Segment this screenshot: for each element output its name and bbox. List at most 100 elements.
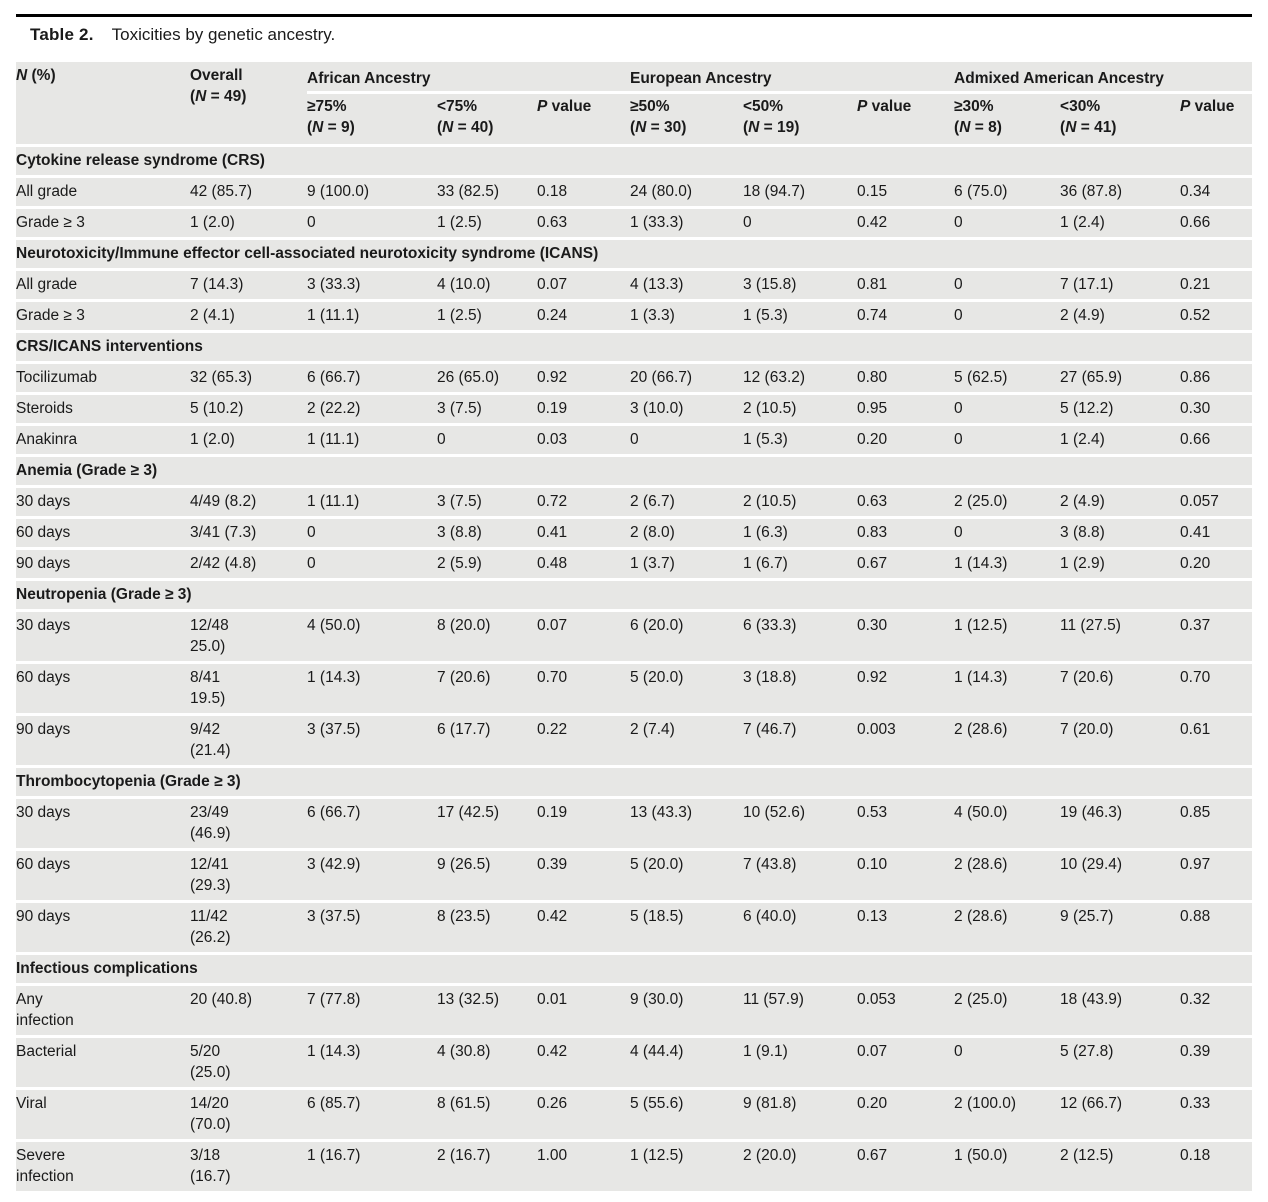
value-cell: 1 (14.3): [954, 550, 1061, 578]
row-label: Bacterial: [16, 1038, 190, 1087]
p-value-cell: 0.53: [857, 799, 955, 848]
subcolumn-header: <30% (N = 41): [1060, 94, 1181, 144]
table-body: Cytokine release syndrome (CRS) All grade…: [16, 147, 1253, 1191]
value-cell: 12 (66.7): [1060, 1090, 1181, 1139]
value-cell: 2 (16.7): [437, 1142, 537, 1191]
row-label: Steroids: [16, 395, 190, 423]
value-cell: 26 (65.0): [437, 364, 537, 392]
group-header-african-ancestry: African Ancestry: [307, 62, 630, 91]
section-header: Infectious complications: [16, 955, 1253, 983]
value-cell: 14/20 (70.0): [190, 1090, 307, 1139]
value-cell: 0: [954, 519, 1061, 547]
subcolumn-header: ≥75% (N = 9): [307, 94, 437, 144]
row-label: All grade: [16, 178, 190, 206]
value-cell: 1 (11.1): [307, 488, 437, 516]
p-value-cell: 0.03: [537, 426, 630, 454]
value-cell: 1 (12.5): [630, 1142, 743, 1191]
value-cell: 2 (4.1): [190, 302, 307, 330]
value-cell: 6 (17.7): [437, 716, 537, 765]
value-cell: 11/42 (26.2): [190, 903, 307, 952]
row-label: Grade ≥ 3: [16, 302, 190, 330]
value-cell: 10 (29.4): [1060, 851, 1181, 900]
value-cell: 1 (14.3): [307, 664, 437, 713]
value-cell: 1 (6.3): [743, 519, 857, 547]
p-value-cell: 0.42: [537, 1038, 630, 1087]
p-value-cell: 0.67: [857, 550, 955, 578]
value-cell: 2 (7.4): [630, 716, 743, 765]
p-value-cell: 0.67: [857, 1142, 955, 1191]
value-cell: 5 (55.6): [630, 1090, 743, 1139]
table-row: 90 days 2/42 (4.8) 0 2 (5.9) 0.48 1 (3.7) 1 (6…: [16, 550, 1253, 578]
value-cell: 1 (2.4): [1060, 209, 1181, 237]
p-value-cell: 0.18: [537, 178, 630, 206]
p-value-cell: 0.30: [1180, 395, 1253, 423]
p-value-cell: 0.33: [1180, 1090, 1253, 1139]
value-cell: 5 (12.2): [1060, 395, 1181, 423]
value-cell: 12/41 (29.3): [190, 851, 307, 900]
subcolumn-header: <50% (N = 19): [743, 94, 857, 144]
p-value-cell: 0.07: [857, 1038, 955, 1087]
value-cell: 8 (20.0): [437, 612, 537, 661]
section-header: Anemia (Grade ≥ 3): [16, 457, 1253, 485]
value-cell: 1 (14.3): [307, 1038, 437, 1087]
subcolumn-header-pvalue: P value: [1180, 94, 1253, 144]
value-cell: 1 (11.1): [307, 302, 437, 330]
table-row: Viral 14/20 (70.0) 6 (85.7) 8 (61.5) 0.26 5 (…: [16, 1090, 1253, 1139]
value-cell: 0: [954, 302, 1061, 330]
value-cell: 1 (50.0): [954, 1142, 1061, 1191]
row-label: Viral: [16, 1090, 190, 1139]
p-value-cell: 0.88: [1180, 903, 1253, 952]
group-header-row: N (%) Overall (N = 49) African Ancestry E…: [16, 62, 1253, 144]
value-cell: 32 (65.3): [190, 364, 307, 392]
value-cell: 6 (85.7): [307, 1090, 437, 1139]
value-cell: 7 (20.6): [437, 664, 537, 713]
table-row: Tocilizumab 32 (65.3) 6 (66.7) 26 (65.0) 0.9…: [16, 364, 1253, 392]
p-value-cell: 0.07: [537, 271, 630, 299]
value-cell: 3 (8.8): [437, 519, 537, 547]
column-header-overall: Overall (N = 49): [190, 62, 307, 144]
value-cell: 24 (80.0): [630, 178, 743, 206]
section-row: Thrombocytopenia (Grade ≥ 3): [16, 768, 1253, 796]
table-row: 90 days 9/42 (21.4) 3 (37.5) 6 (17.7) 0.22 2 …: [16, 716, 1253, 765]
row-label: Grade ≥ 3: [16, 209, 190, 237]
row-label: 30 days: [16, 612, 190, 661]
value-cell: 5 (18.5): [630, 903, 743, 952]
row-label: 60 days: [16, 519, 190, 547]
p-value-cell: 0.80: [857, 364, 955, 392]
value-cell: 2 (4.9): [1060, 488, 1181, 516]
p-value-cell: 0.37: [1180, 612, 1253, 661]
value-cell: 33 (82.5): [437, 178, 537, 206]
value-cell: 20 (40.8): [190, 986, 307, 1035]
value-cell: 1 (14.3): [954, 664, 1061, 713]
value-cell: 3 (15.8): [743, 271, 857, 299]
value-cell: 7 (20.6): [1060, 664, 1181, 713]
p-value-cell: 0.15: [857, 178, 955, 206]
row-label: 60 days: [16, 664, 190, 713]
table-row: All grade 42 (85.7) 9 (100.0) 33 (82.5) 0.18…: [16, 178, 1253, 206]
value-cell: 0: [307, 519, 437, 547]
value-cell: 5 (10.2): [190, 395, 307, 423]
p-value-cell: 0.42: [537, 903, 630, 952]
value-cell: 2 (28.6): [954, 903, 1061, 952]
value-cell: 1 (6.7): [743, 550, 857, 578]
section-row: Cytokine release syndrome (CRS): [16, 147, 1253, 175]
p-value-cell: 1.00: [537, 1142, 630, 1191]
value-cell: 9 (26.5): [437, 851, 537, 900]
value-cell: 6 (33.3): [743, 612, 857, 661]
p-value-cell: 0.19: [537, 799, 630, 848]
value-cell: 6 (40.0): [743, 903, 857, 952]
value-cell: 1 (33.3): [630, 209, 743, 237]
value-cell: 9 (81.8): [743, 1090, 857, 1139]
value-cell: 5 (20.0): [630, 851, 743, 900]
caption-text: Toxicities by genetic ancestry.: [111, 25, 336, 44]
p-value-cell: 0.85: [1180, 799, 1253, 848]
table-row: 60 days 8/41 19.5) 1 (14.3) 7 (20.6) 0.70 5 (…: [16, 664, 1253, 713]
value-cell: 18 (43.9): [1060, 986, 1181, 1035]
p-value-cell: 0.39: [1180, 1038, 1253, 1087]
table-number: Table 2.: [30, 25, 94, 44]
p-value-cell: 0.22: [537, 716, 630, 765]
value-cell: 2 (12.5): [1060, 1142, 1181, 1191]
row-label: Any infection: [16, 986, 190, 1035]
p-value-cell: 0.18: [1180, 1142, 1253, 1191]
value-cell: 1 (5.3): [743, 302, 857, 330]
